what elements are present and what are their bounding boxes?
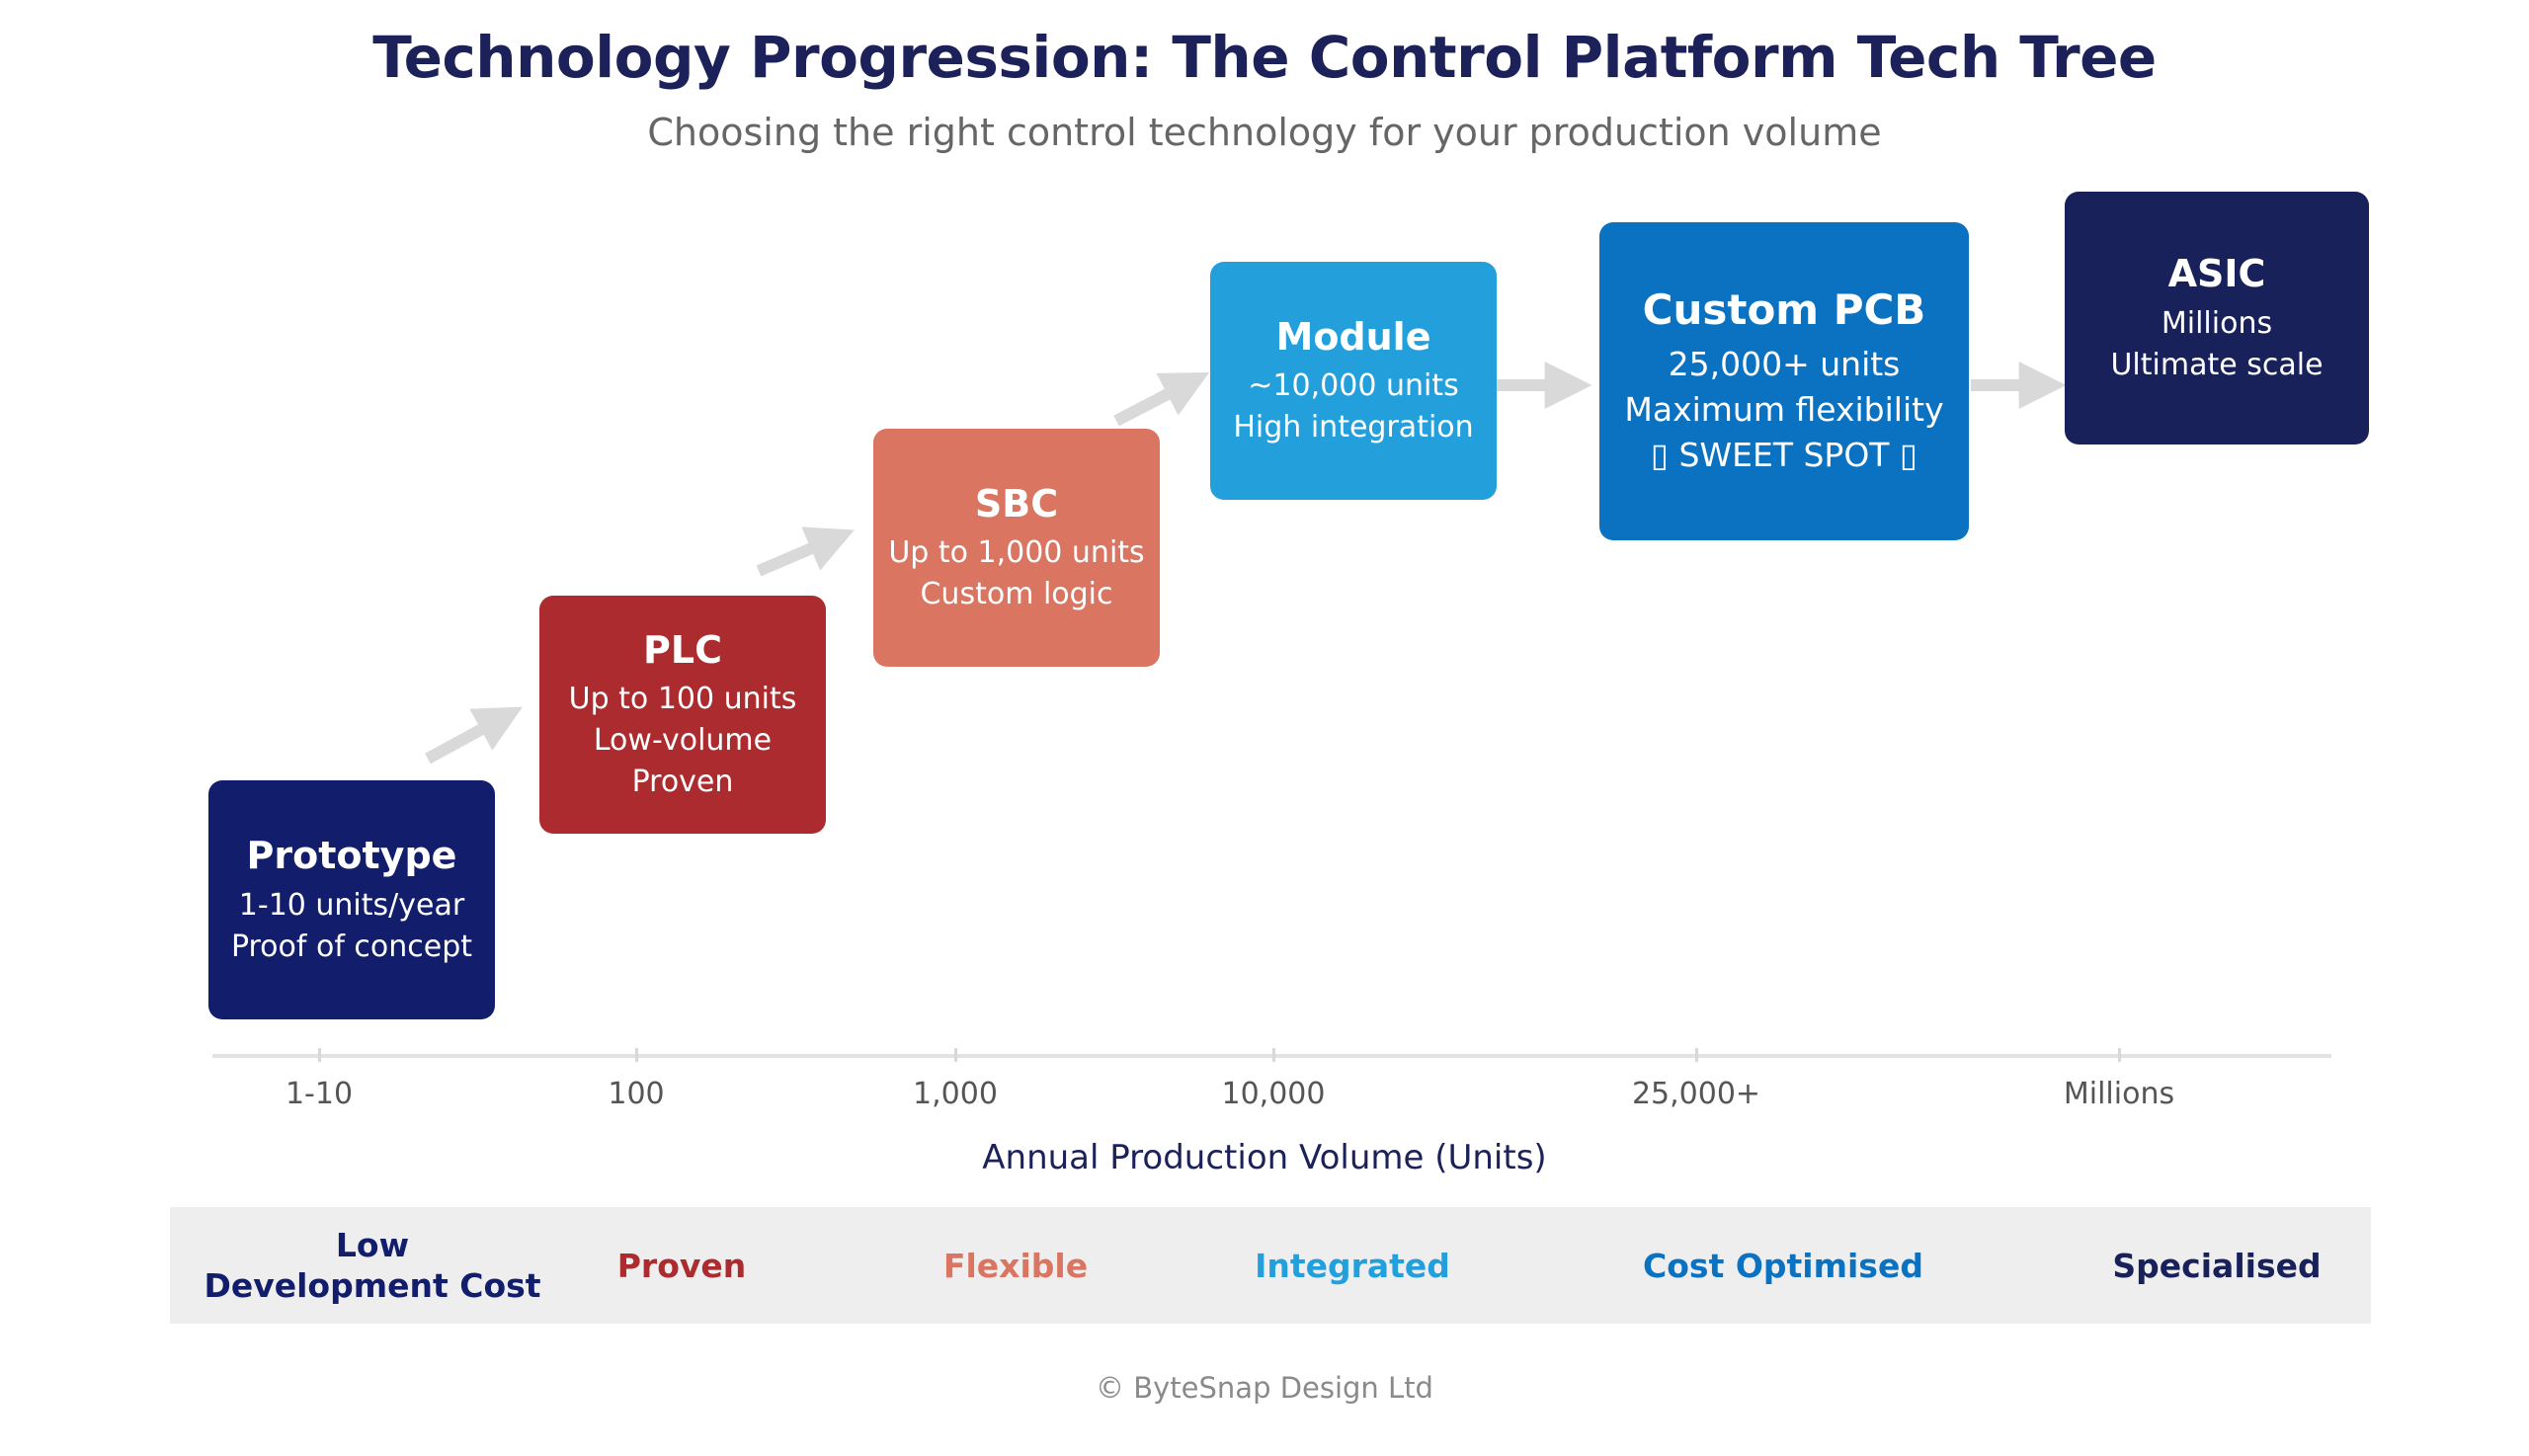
- stage-description: Custom logic: [920, 577, 1113, 612]
- axis-tick: [318, 1048, 321, 1062]
- stage-name: Prototype: [246, 834, 457, 878]
- stage-description: High integration: [1233, 410, 1474, 445]
- axis-tick-label: 1,000: [913, 1077, 998, 1111]
- arrow-plc-to-sbc: [756, 526, 855, 577]
- stage-volume: Millions: [2161, 305, 2273, 341]
- stage-note: Proven: [631, 765, 734, 800]
- stage-description: Low-volume: [593, 723, 773, 759]
- axis-tick: [1695, 1048, 1698, 1062]
- axis-tick-label: 25,000+: [1631, 1077, 1761, 1111]
- stage-sbc: SBC Up to 1,000 units Custom logic: [873, 429, 1160, 667]
- stage-description: Ultimate scale: [2110, 347, 2324, 382]
- axis-tick: [954, 1048, 957, 1062]
- stage-name: Module: [1275, 314, 1431, 359]
- band-label-cost-optimised: Cost Optimised: [1643, 1247, 1923, 1285]
- attribute-band: [170, 1207, 2371, 1324]
- stage-custom-pcb: Custom PCB 25,000+ units Maximum flexibi…: [1599, 222, 1969, 540]
- arrow-sbc-to-module: [1113, 372, 1210, 427]
- axis-tick-label: Millions: [2063, 1077, 2175, 1111]
- page-subtitle: Choosing the right control technology fo…: [647, 111, 1882, 154]
- sweet-spot-badge: ▯ SWEET SPOT ▯: [1650, 436, 1918, 475]
- stage-description: Maximum flexibility: [1624, 390, 1944, 430]
- axis-tick-label: 100: [608, 1077, 665, 1111]
- stage-prototype: Prototype 1-10 units/year Proof of conce…: [208, 780, 495, 1019]
- axis-tick-label: 10,000: [1221, 1077, 1326, 1111]
- axis-tick: [2118, 1048, 2121, 1062]
- axis-tick-label: 1-10: [285, 1077, 354, 1111]
- band-label-line: Low: [335, 1226, 410, 1264]
- band-label-proven: Proven: [616, 1247, 747, 1285]
- axis-tick: [635, 1048, 638, 1062]
- stage-description: Proof of concept: [230, 929, 473, 964]
- band-label-flexible: Flexible: [942, 1247, 1089, 1285]
- copyright-footer: © ByteSnap Design Ltd: [1096, 1371, 1433, 1405]
- arrow-prototype-to-plc: [425, 706, 523, 765]
- stage-volume: ~10,000 units: [1248, 368, 1459, 404]
- stage-module: Module ~10,000 units High integration: [1210, 262, 1497, 500]
- volume-axis-line: [212, 1054, 2331, 1058]
- stage-volume: 1-10 units/year: [238, 887, 465, 923]
- stage-name: Custom PCB: [1642, 285, 1926, 335]
- band-label-low-development-cost: Low Development Cost: [175, 1225, 570, 1307]
- band-label-line: Development Cost: [204, 1266, 541, 1306]
- axis-tick: [1272, 1048, 1275, 1062]
- stage-volume: Up to 1,000 units: [888, 535, 1145, 571]
- axis-title: Annual Production Volume (Units): [982, 1138, 1547, 1177]
- stage-volume: 25,000+ units: [1668, 345, 1901, 384]
- stage-volume: Up to 100 units: [568, 682, 797, 717]
- stage-asic: ASIC Millions Ultimate scale: [2065, 192, 2369, 445]
- band-label-specialised: Specialised: [2112, 1247, 2322, 1285]
- stage-name: PLC: [643, 627, 722, 672]
- stage-plc: PLC Up to 100 units Low-volume Proven: [539, 596, 826, 834]
- band-label-integrated: Integrated: [1255, 1247, 1450, 1285]
- page-title: Technology Progression: The Control Plat…: [372, 24, 2157, 91]
- stage-name: SBC: [974, 481, 1059, 526]
- stage-name: ASIC: [2167, 252, 2266, 296]
